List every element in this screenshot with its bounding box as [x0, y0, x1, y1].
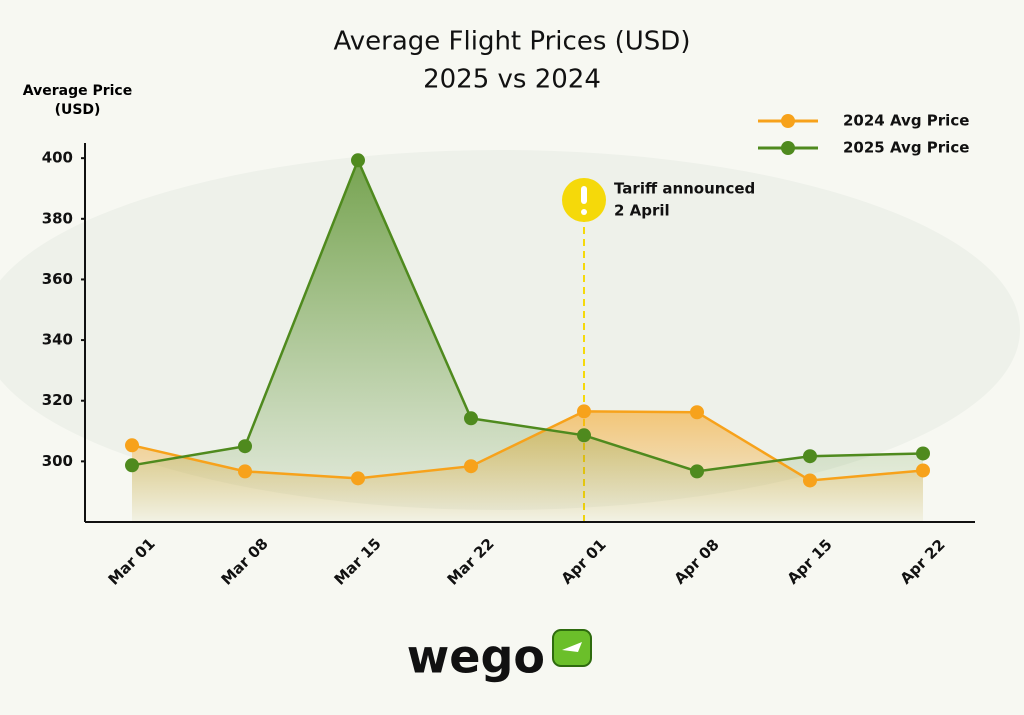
data-point — [690, 464, 704, 479]
data-point — [916, 463, 930, 478]
x-tick-label: Apr 15 — [784, 536, 836, 588]
data-point — [577, 404, 591, 419]
data-point — [464, 459, 478, 474]
x-tick-label: Apr 22 — [897, 536, 949, 588]
data-point — [916, 446, 930, 461]
data-point — [125, 438, 139, 453]
series-area — [132, 160, 923, 522]
y-label-box: Average Price (USD) — [22, 83, 133, 118]
data-point — [690, 405, 704, 420]
chart-subtitle: 2025 vs 2024 — [423, 65, 601, 95]
data-point — [238, 464, 252, 479]
y-tick-label: 400 — [42, 149, 73, 167]
series-line — [131, 410, 924, 482]
data-point — [238, 439, 252, 454]
logo-plane — [562, 642, 582, 652]
x-tick-label: Apr 01 — [558, 536, 610, 588]
chart-title: Average Flight Prices (USD) — [334, 27, 691, 57]
annotation-dot — [581, 209, 587, 215]
data-point — [351, 153, 365, 168]
x-tick-label: Mar 08 — [218, 535, 272, 589]
data-point — [803, 449, 817, 464]
y-tick-label: 380 — [42, 209, 73, 227]
data-point — [464, 411, 478, 426]
y-tick-label: 340 — [42, 331, 73, 349]
series-line — [131, 157, 924, 473]
legend-label: 2025 Avg Price — [843, 139, 969, 157]
x-tick-label: Mar 15 — [331, 535, 385, 589]
legend-label: 2024 Avg Price — [843, 112, 969, 130]
legend-dot — [781, 114, 795, 128]
y-tick-label: 300 — [42, 452, 73, 470]
logo-text: wego — [407, 630, 545, 684]
data-point — [803, 473, 817, 488]
x-tick-label: Apr 08 — [671, 536, 723, 588]
y-axis-label: Average Price (USD) — [22, 83, 133, 118]
data-point — [577, 428, 591, 443]
x-tick-label: Mar 22 — [444, 535, 498, 589]
y-tick-label: 320 — [42, 391, 73, 409]
data-point — [125, 458, 139, 473]
legend-dot — [781, 141, 795, 155]
annotation-mark — [581, 186, 587, 204]
y-tick-label: 360 — [42, 270, 73, 288]
annotation-text: Tariff announced — [614, 180, 755, 198]
annotation-text: 2 April — [614, 202, 670, 220]
data-point — [351, 471, 365, 486]
x-tick-label: Mar 01 — [105, 535, 159, 589]
